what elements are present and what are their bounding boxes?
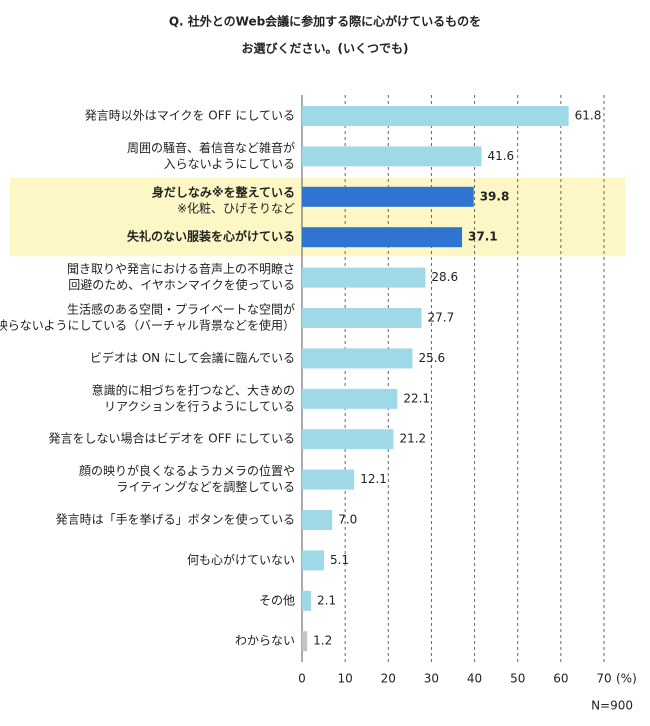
bar (302, 590, 312, 611)
category-label: 聞き取りや発言における音声上の不明瞭さ (67, 261, 295, 276)
x-unit: (%) (616, 672, 637, 686)
bar (302, 510, 333, 530)
bar (302, 267, 426, 288)
x-tick-label: 40 (467, 672, 482, 686)
x-tick-label: 20 (381, 672, 396, 686)
category-label: 映らないようにしている（バーチャル背景などを使用） (0, 318, 295, 333)
value-label: 1.2 (313, 634, 332, 648)
category-label: 発言時以外はマイクを OFF にしている (85, 109, 295, 123)
bar (302, 348, 413, 369)
category-label: 失礼のない服装を心がけている (127, 229, 295, 244)
x-tick-label: 30 (424, 672, 439, 686)
bar (302, 227, 463, 248)
x-tick-label: 0 (298, 672, 306, 686)
value-label: 12.1 (360, 472, 387, 486)
category-label: 発言をしない場合はビデオを OFF にしている (48, 431, 295, 446)
category-label: 意識的に相づちを打つなど、大きめの (92, 382, 295, 397)
value-label: 61.8 (575, 109, 602, 123)
bar (302, 106, 569, 126)
x-tick-label: 60 (553, 672, 568, 686)
category-label: リアクションを行うようにしている (104, 399, 295, 413)
value-label: 39.8 (480, 189, 510, 203)
value-label: 37.1 (468, 230, 498, 244)
value-label: 7.0 (338, 513, 357, 527)
bar (302, 469, 355, 490)
category-label: 発言時は「手を挙げる」ボタンを使っている (56, 512, 295, 527)
value-label: 25.6 (418, 351, 445, 365)
value-label: 5.1 (330, 553, 349, 567)
category-label: 何も心がけていない (187, 552, 295, 567)
value-label: 22.1 (403, 391, 430, 405)
chart-title: お選びください。(いくつでも) (242, 41, 409, 56)
category-label: 周囲の騒音、着信音など雑音が (127, 140, 295, 155)
bar (302, 186, 474, 207)
x-tick-label: 10 (338, 672, 353, 686)
bar (302, 429, 394, 450)
sample-size: N=900 (591, 699, 633, 713)
category-label: 顔の映りが良くなるようカメラの位置や (79, 463, 295, 478)
annotation: ※化粧、ひげそりなど (177, 201, 295, 215)
category-label: 生活感のある空間・プライベートな空間が (67, 302, 295, 317)
category-label: 入らないようにしている (164, 157, 295, 171)
value-label: 41.6 (487, 149, 514, 163)
category-label: 回避のため、イヤホンマイクを使っている (68, 277, 295, 292)
value-label: 28.6 (431, 270, 458, 284)
bar (302, 550, 325, 571)
category-label: その他 (259, 593, 295, 607)
x-tick-label: 70 (596, 672, 611, 686)
category-label: 身だしなみ※を整えている (152, 184, 295, 199)
bar (302, 146, 482, 167)
chart-title: Q. 社外とのWeb会議に参加する際に心がけているものを (169, 14, 481, 29)
x-tick-label: 50 (510, 672, 525, 686)
bar (302, 631, 308, 652)
category-label: ビデオは ON にして会議に臨んでいる (90, 350, 295, 365)
value-label: 21.2 (399, 432, 426, 446)
value-label: 2.1 (317, 593, 336, 607)
bar (302, 308, 422, 328)
category-label: わからない (235, 634, 295, 648)
value-label: 27.7 (428, 311, 455, 325)
bar (302, 388, 398, 409)
category-label: ライティングなどを調整している (116, 479, 295, 494)
